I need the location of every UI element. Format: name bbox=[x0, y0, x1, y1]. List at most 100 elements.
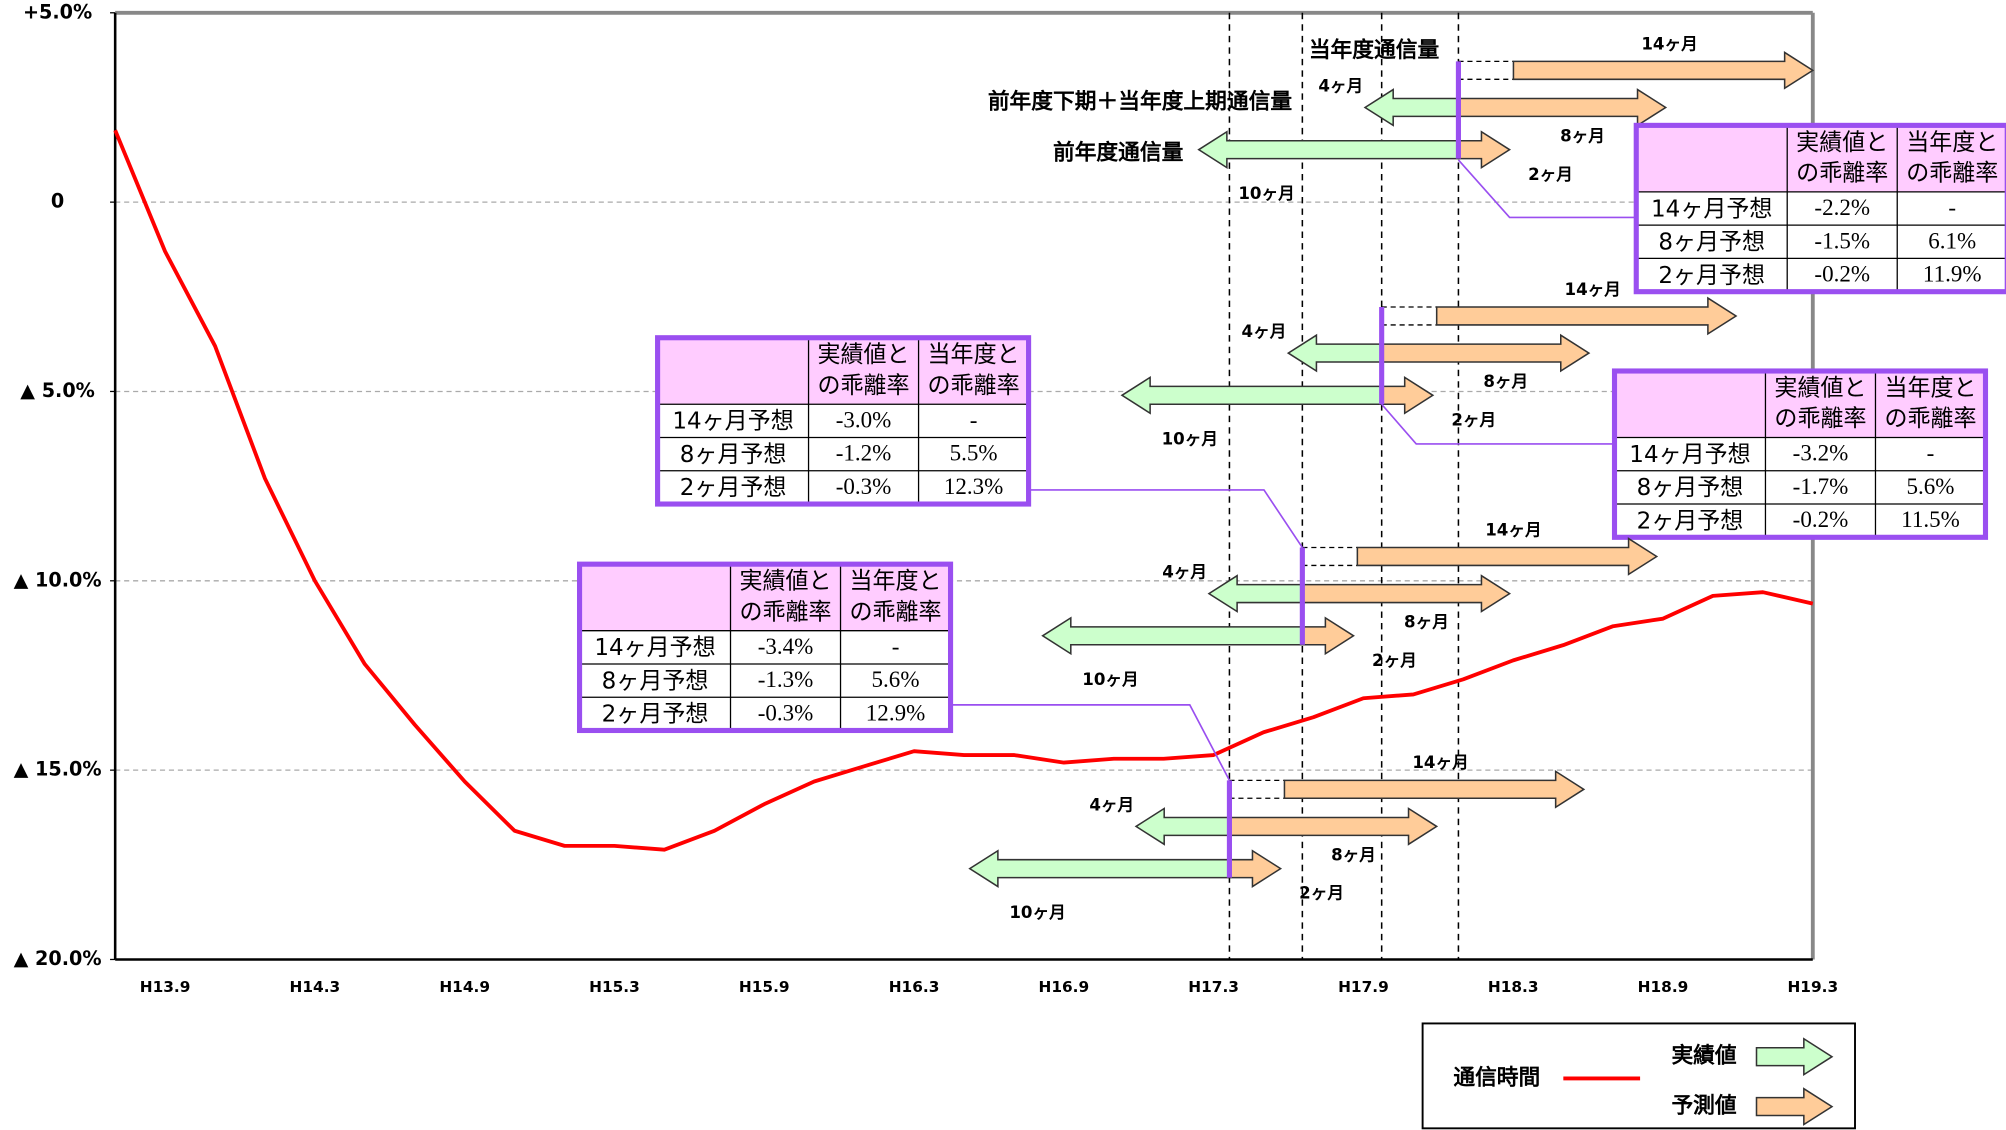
forecast-arrow bbox=[1380, 333, 1591, 373]
x-tick-label: H13.9 bbox=[140, 978, 191, 996]
table-cell: - bbox=[1927, 440, 1935, 466]
table-cell: -1.3% bbox=[758, 666, 814, 692]
legend-label: 予測値 bbox=[1671, 1094, 1736, 1119]
table-connector bbox=[1457, 159, 1637, 219]
table-header: の乖離率 bbox=[1774, 406, 1866, 432]
forecast-arrow bbox=[1457, 130, 1512, 169]
table-cell: -2.2% bbox=[1814, 194, 1870, 220]
table-cell: 2ヶ月予想 bbox=[1658, 263, 1765, 289]
table-cell: -1.7% bbox=[1793, 473, 1849, 499]
y-tick-label: ▲ 5.0% bbox=[20, 379, 95, 402]
x-tick-label: H17.3 bbox=[1188, 978, 1239, 996]
table-cell: -1.5% bbox=[1814, 227, 1870, 253]
forecast-arrow bbox=[1356, 537, 1659, 576]
forecast-arrow bbox=[1512, 51, 1815, 90]
table-header: の乖離率 bbox=[818, 373, 910, 399]
table-connector bbox=[1381, 403, 1615, 445]
forecast-arrow bbox=[1457, 88, 1668, 127]
x-tick-label: H19.3 bbox=[1787, 978, 1838, 996]
table-header-bg bbox=[1636, 125, 2006, 192]
actual-arrow bbox=[1120, 375, 1383, 415]
legend-arrow bbox=[1755, 1037, 1834, 1077]
arrow-label: 14ヶ月 bbox=[1412, 753, 1468, 772]
table-cell: -1.2% bbox=[836, 440, 892, 466]
table-header: 当年度と bbox=[850, 569, 942, 595]
table-header: 当年度と bbox=[928, 342, 1020, 368]
table-body-bg bbox=[1636, 191, 2006, 292]
table-cell: 12.3% bbox=[944, 473, 1003, 499]
table-header: 実績値と bbox=[739, 569, 831, 595]
table-header: の乖離率 bbox=[850, 599, 942, 625]
table-cell: 8ヶ月予想 bbox=[680, 442, 787, 468]
table-header-bg bbox=[657, 337, 1029, 405]
table-cell: 2ヶ月予想 bbox=[1637, 508, 1744, 534]
x-tick-label: H15.3 bbox=[589, 978, 640, 996]
table-cell: 2ヶ月予想 bbox=[602, 702, 709, 728]
actual-arrow bbox=[1286, 333, 1383, 373]
table-cell: -0.2% bbox=[1793, 506, 1849, 532]
forecast-arrow bbox=[1435, 296, 1738, 336]
y-tick-label: ▲ 10.0% bbox=[14, 568, 102, 591]
table-border bbox=[576, 561, 954, 734]
line-series bbox=[113, 129, 1814, 852]
table-body-bg bbox=[1614, 437, 1986, 538]
table-cell: 12.9% bbox=[866, 699, 925, 725]
x-tick-label: H14.9 bbox=[439, 978, 490, 996]
arrow-label: 4ヶ月 bbox=[1089, 795, 1134, 814]
forecast-arrow bbox=[1283, 770, 1586, 809]
x-tick-label: H16.3 bbox=[889, 978, 940, 996]
arrow-label: 2ヶ月 bbox=[1299, 884, 1344, 903]
forecast-arrow bbox=[1228, 849, 1283, 888]
table-border bbox=[655, 335, 1032, 507]
table-cell: 14ヶ月予想 bbox=[594, 635, 715, 661]
arrow-label: 10ヶ月 bbox=[1238, 184, 1294, 203]
series-label: 前年度下期＋当年度上期通信量 bbox=[988, 88, 1293, 114]
x-tick-label: H16.9 bbox=[1038, 978, 1089, 996]
arrow-label: 8ヶ月 bbox=[1483, 372, 1528, 391]
table-cell: - bbox=[892, 633, 900, 659]
table-header-bg bbox=[1614, 370, 1986, 438]
table-header: 当年度と bbox=[1884, 375, 1976, 401]
table-cell: 5.6% bbox=[1907, 473, 1955, 499]
table-connector bbox=[1028, 489, 1304, 548]
forecast-arrow bbox=[1301, 574, 1512, 613]
x-tick-label: H18.3 bbox=[1488, 978, 1539, 996]
actual-arrow bbox=[1134, 807, 1231, 846]
x-tick-label: H17.9 bbox=[1338, 978, 1389, 996]
table-header: の乖離率 bbox=[1884, 406, 1976, 432]
y-tick-label: ▲ 15.0% bbox=[14, 758, 102, 781]
arrow-label: 4ヶ月 bbox=[1318, 76, 1363, 95]
table-border bbox=[1633, 122, 2006, 295]
arrow-label: 2ヶ月 bbox=[1372, 651, 1417, 670]
table-cell: 5.5% bbox=[950, 440, 998, 466]
table-cell: 5.6% bbox=[872, 666, 920, 692]
table-cell: -0.3% bbox=[758, 699, 814, 725]
table-cell: 11.9% bbox=[1923, 261, 1982, 287]
arrow-label: 10ヶ月 bbox=[1082, 670, 1138, 689]
y-tick-label: ▲ 20.0% bbox=[14, 947, 102, 970]
table-cell: 14ヶ月予想 bbox=[1651, 196, 1772, 222]
table-cell: 8ヶ月予想 bbox=[1637, 475, 1744, 501]
forecast-arrow bbox=[1301, 616, 1355, 656]
table-header: の乖離率 bbox=[928, 373, 1020, 399]
actual-arrow bbox=[1207, 574, 1304, 613]
table-header: 実績値と bbox=[818, 342, 910, 368]
y-tick-label: +5.0% bbox=[23, 0, 92, 23]
table-header: 実績値と bbox=[1796, 130, 1888, 156]
forecast-arrow bbox=[1228, 807, 1439, 846]
table-cell: -0.2% bbox=[1814, 261, 1870, 287]
actual-arrow bbox=[1363, 88, 1460, 127]
table-cell: 8ヶ月予想 bbox=[1658, 230, 1765, 256]
table-cell: -3.0% bbox=[836, 406, 892, 432]
actual-arrow bbox=[1197, 130, 1460, 169]
arrow-label: 8ヶ月 bbox=[1560, 126, 1605, 145]
actual-arrow bbox=[968, 849, 1231, 888]
series-label: 当年度通信量 bbox=[1309, 37, 1440, 63]
table-header: 当年度と bbox=[1906, 130, 1998, 156]
series-label: 前年度通信量 bbox=[1053, 140, 1184, 166]
table-header: の乖離率 bbox=[1796, 160, 1888, 186]
table-cell: - bbox=[1948, 194, 1956, 220]
table-cell: - bbox=[970, 406, 978, 432]
arrow-label: 8ヶ月 bbox=[1404, 613, 1449, 632]
